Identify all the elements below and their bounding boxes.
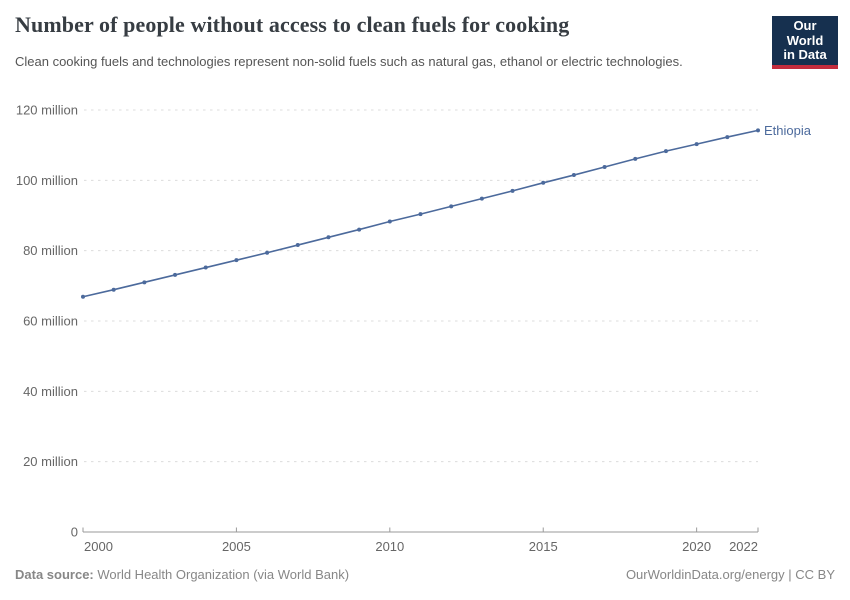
data-point[interactable] <box>571 173 576 178</box>
y-axis-tick-label: 120 million <box>16 103 78 118</box>
x-axis-tick-label: 2000 <box>84 539 113 554</box>
owid-logo-line1: Our World <box>786 18 824 48</box>
attribution-link[interactable]: OurWorldinData.org/energy | CC BY <box>625 567 835 582</box>
data-point[interactable] <box>111 287 116 292</box>
y-axis-tick-label: 100 million <box>16 173 78 188</box>
y-axis-tick-label: 0 <box>71 525 78 540</box>
data-point[interactable] <box>295 243 300 248</box>
data-point[interactable] <box>479 196 484 201</box>
x-axis-tick-label: 2020 <box>682 539 711 554</box>
data-point[interactable] <box>357 227 362 232</box>
y-axis-tick-label: 80 million <box>23 243 78 258</box>
data-point[interactable] <box>234 258 239 263</box>
line-chart[interactable]: 0 20 million 40 million 60 million 80 millio… <box>0 95 850 570</box>
x-axis-tick-label: 2015 <box>529 539 558 554</box>
data-point[interactable] <box>142 280 147 285</box>
data-point[interactable] <box>203 265 208 270</box>
data-point[interactable] <box>633 156 638 161</box>
data-source: Data source: World Health Organization (… <box>15 567 349 582</box>
data-point[interactable] <box>265 250 270 255</box>
data-point[interactable] <box>694 142 699 147</box>
x-axis-tick-label: 2010 <box>375 539 404 554</box>
data-point[interactable] <box>449 204 454 209</box>
data-point[interactable] <box>81 294 85 299</box>
y-axis-tick-label: 60 million <box>23 314 78 329</box>
data-point[interactable] <box>173 272 178 277</box>
data-point[interactable] <box>602 164 607 169</box>
data-point[interactable] <box>541 180 546 185</box>
data-point[interactable] <box>756 128 760 133</box>
page-title: Number of people without access to clean… <box>15 12 570 37</box>
y-axis-tick-label: 40 million <box>23 384 78 399</box>
y-axis-tick-label: 20 million <box>23 454 78 469</box>
data-point[interactable] <box>387 219 392 224</box>
owid-logo-line2: in Data <box>783 47 827 63</box>
owid-logo[interactable]: Our World in Data <box>772 16 838 69</box>
data-source-value: World Health Organization (via World Ban… <box>93 567 350 582</box>
data-point[interactable] <box>725 135 730 140</box>
series-entity-label[interactable]: Ethiopia <box>764 123 812 138</box>
data-point[interactable] <box>663 149 668 154</box>
data-point[interactable] <box>510 188 515 193</box>
chart-subtitle: Clean cooking fuels and technologies rep… <box>15 54 683 69</box>
x-axis-tick-label: 2022 <box>729 539 758 554</box>
data-point[interactable] <box>418 212 423 217</box>
data-point[interactable] <box>326 235 331 240</box>
x-axis-tick-label: 2005 <box>222 539 251 554</box>
data-source-label: Data source: <box>15 567 94 582</box>
